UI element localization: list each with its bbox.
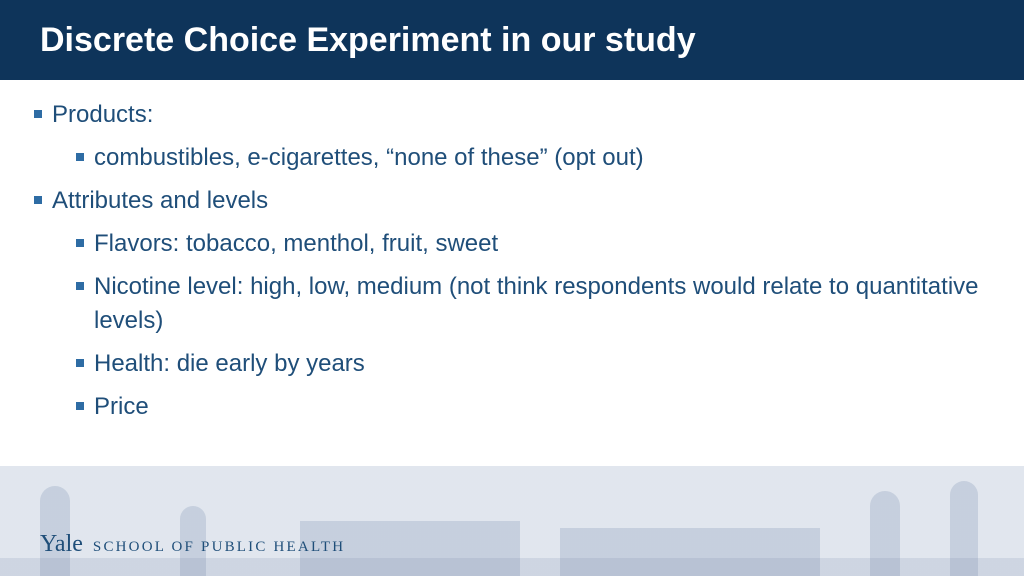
title-bar: Discrete Choice Experiment in our study	[0, 0, 1024, 80]
bullet-text: Attributes and levels	[52, 187, 268, 214]
bullet-item: Nicotine level: high, low, medium (not t…	[72, 270, 994, 336]
bullet-item: Products: combustibles, e-cigarettes, “n…	[30, 98, 994, 174]
bullet-list-level2: combustibles, e-cigarettes, “none of the…	[52, 141, 994, 174]
bullet-list-level1: Products: combustibles, e-cigarettes, “n…	[30, 98, 994, 423]
bullet-list-level2: Flavors: tobacco, menthol, fruit, sweet …	[52, 227, 994, 423]
bullet-item: Price	[72, 390, 994, 423]
bullet-text: Price	[94, 393, 149, 420]
footer-bg-shape	[950, 481, 978, 576]
slide-title: Discrete Choice Experiment in our study	[40, 21, 696, 60]
footer-logo: Yale SCHOOL OF PUBLIC HEALTH	[40, 531, 345, 558]
bullet-text: Flavors: tobacco, menthol, fruit, sweet	[94, 230, 498, 257]
bullet-item: combustibles, e-cigarettes, “none of the…	[72, 141, 994, 174]
footer-band: Yale SCHOOL OF PUBLIC HEALTH	[0, 466, 1024, 576]
bullet-text: combustibles, e-cigarettes, “none of the…	[94, 144, 644, 171]
footer-bg-shape	[870, 491, 900, 576]
bullet-text: Products:	[52, 101, 153, 128]
bullet-text: Health: die early by years	[94, 350, 365, 377]
bullet-item: Flavors: tobacco, menthol, fruit, sweet	[72, 227, 994, 260]
bullet-item: Health: die early by years	[72, 347, 994, 380]
bullet-item: Attributes and levels Flavors: tobacco, …	[30, 184, 994, 423]
footer-bg-shape	[560, 528, 820, 576]
slide-body: Products: combustibles, e-cigarettes, “n…	[0, 80, 1024, 423]
brand-secondary: SCHOOL OF PUBLIC HEALTH	[93, 539, 345, 556]
slide-root: Discrete Choice Experiment in our study …	[0, 0, 1024, 576]
bullet-text: Nicotine level: high, low, medium (not t…	[94, 273, 979, 333]
brand-primary: Yale	[40, 531, 83, 558]
